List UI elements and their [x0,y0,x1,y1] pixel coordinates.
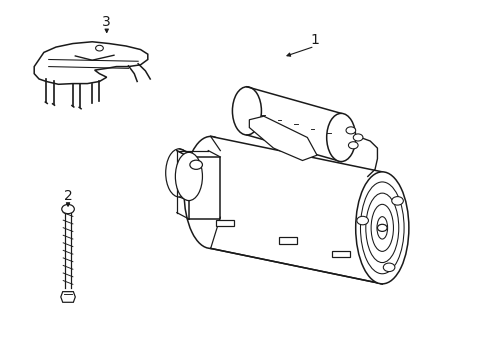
Text: 2: 2 [63,189,72,203]
Ellipse shape [175,152,202,201]
Text: 3: 3 [102,15,111,29]
Circle shape [61,204,74,214]
Ellipse shape [232,87,261,135]
Polygon shape [332,251,349,257]
Circle shape [348,142,357,149]
Polygon shape [188,157,220,219]
Polygon shape [249,116,316,161]
Ellipse shape [165,149,192,197]
Circle shape [346,127,355,134]
Circle shape [352,134,362,141]
Ellipse shape [326,113,355,162]
Polygon shape [34,42,147,84]
Circle shape [391,197,403,205]
Polygon shape [216,220,233,226]
Circle shape [377,224,386,231]
Text: 1: 1 [309,33,318,47]
Circle shape [95,45,103,51]
Polygon shape [210,136,382,284]
Ellipse shape [183,136,237,248]
Polygon shape [246,87,341,162]
Circle shape [356,216,367,225]
Ellipse shape [355,172,408,284]
Circle shape [189,160,202,169]
Polygon shape [279,238,296,244]
Circle shape [383,263,394,271]
Polygon shape [61,292,75,302]
